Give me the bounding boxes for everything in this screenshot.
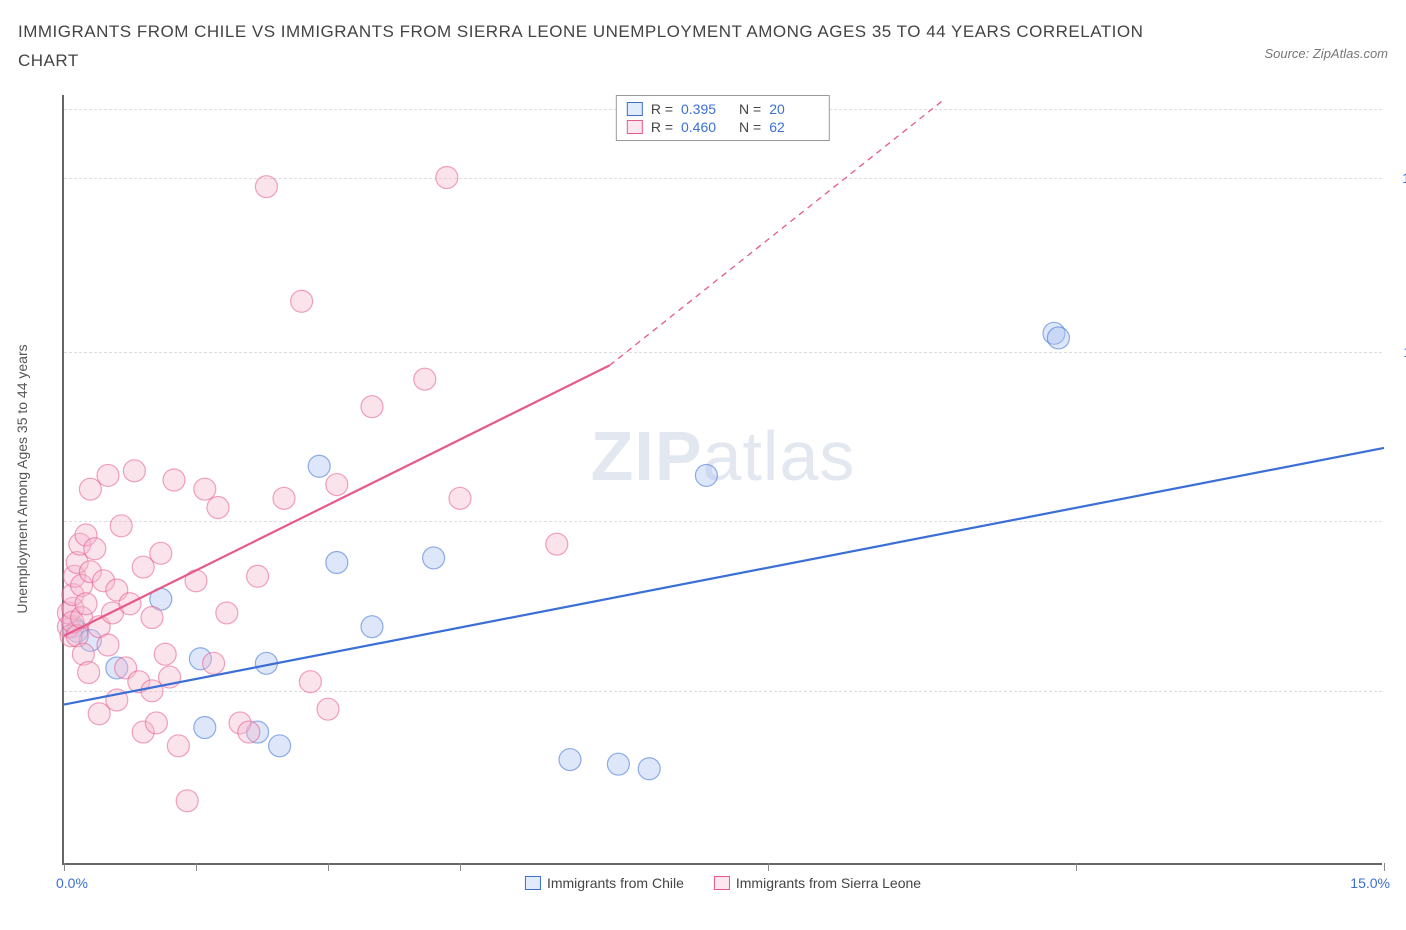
y-axis-title: Unemployment Among Ages 35 to 44 years (14, 344, 30, 613)
data-point (414, 368, 436, 390)
data-point (423, 547, 445, 569)
data-point (247, 565, 269, 587)
legend-swatch (627, 102, 643, 116)
data-point (141, 607, 163, 629)
legend-series-item: Immigrants from Sierra Leone (714, 875, 921, 891)
legend-stats: R = 0.395 N = 20 R = 0.460 N = 62 (616, 95, 830, 141)
legend-n-value: 62 (769, 119, 819, 135)
data-point (84, 538, 106, 560)
legend-r-label: R = (651, 119, 673, 135)
legend-r-value: 0.395 (681, 101, 731, 117)
data-point (194, 478, 216, 500)
y-tick-label: 15.0% (1387, 170, 1406, 186)
x-tick (328, 863, 329, 871)
source-attribution: Source: ZipAtlas.com (1264, 46, 1388, 61)
x-axis-min-label: 0.0% (56, 875, 88, 891)
data-point (203, 652, 225, 674)
data-point (361, 396, 383, 418)
data-point (559, 749, 581, 771)
data-point (145, 712, 167, 734)
legend-n-label: N = (739, 119, 761, 135)
data-point (154, 643, 176, 665)
data-point (1047, 327, 1069, 349)
data-point (449, 487, 471, 509)
x-axis-max-label: 15.0% (1350, 875, 1390, 891)
data-point (361, 616, 383, 638)
data-point (207, 497, 229, 519)
legend-swatch (525, 876, 541, 890)
legend-series-item: Immigrants from Chile (525, 875, 684, 891)
data-point (110, 515, 132, 537)
data-point (167, 735, 189, 757)
data-point (176, 790, 198, 812)
data-point (238, 721, 260, 743)
legend-n-value: 20 (769, 101, 819, 117)
data-point (255, 176, 277, 198)
data-point (291, 290, 313, 312)
data-point (216, 602, 238, 624)
legend-series-name: Immigrants from Chile (547, 875, 684, 891)
legend-swatch (714, 876, 730, 890)
x-tick (64, 863, 65, 871)
data-point (695, 464, 717, 486)
x-tick (196, 863, 197, 871)
x-tick (1384, 863, 1385, 871)
data-point (326, 552, 348, 574)
legend-stat-row: R = 0.395 N = 20 (627, 100, 819, 118)
data-point (150, 542, 172, 564)
data-point (79, 478, 101, 500)
data-point (97, 634, 119, 656)
data-point (546, 533, 568, 555)
data-point (326, 474, 348, 496)
data-point (194, 717, 216, 739)
x-tick (460, 863, 461, 871)
legend-series: Immigrants from Chile Immigrants from Sie… (525, 875, 921, 891)
data-point (78, 662, 100, 684)
trend-line (64, 365, 610, 635)
data-point (607, 753, 629, 775)
x-tick (768, 863, 769, 871)
legend-n-label: N = (739, 101, 761, 117)
plot-area: Unemployment Among Ages 35 to 44 years 3… (62, 95, 1382, 865)
scatter-chart (64, 95, 1382, 863)
data-point (299, 671, 321, 693)
chart-title: IMMIGRANTS FROM CHILE VS IMMIGRANTS FROM… (18, 18, 1168, 76)
x-tick (1076, 863, 1077, 871)
data-point (273, 487, 295, 509)
legend-r-label: R = (651, 101, 673, 117)
data-point (638, 758, 660, 780)
data-point (317, 698, 339, 720)
data-point (308, 455, 330, 477)
data-point (269, 735, 291, 757)
data-point (75, 593, 97, 615)
legend-stat-row: R = 0.460 N = 62 (627, 118, 819, 136)
data-point (436, 167, 458, 189)
y-tick-label: 11.2% (1387, 344, 1406, 360)
data-point (132, 556, 154, 578)
y-tick-label: 3.8% (1387, 683, 1406, 699)
y-tick-label: 7.5% (1387, 513, 1406, 529)
data-point (163, 469, 185, 491)
data-point (141, 680, 163, 702)
legend-series-name: Immigrants from Sierra Leone (736, 875, 921, 891)
data-point (123, 460, 145, 482)
legend-r-value: 0.460 (681, 119, 731, 135)
data-point (88, 703, 110, 725)
data-point (97, 464, 119, 486)
legend-swatch (627, 120, 643, 134)
